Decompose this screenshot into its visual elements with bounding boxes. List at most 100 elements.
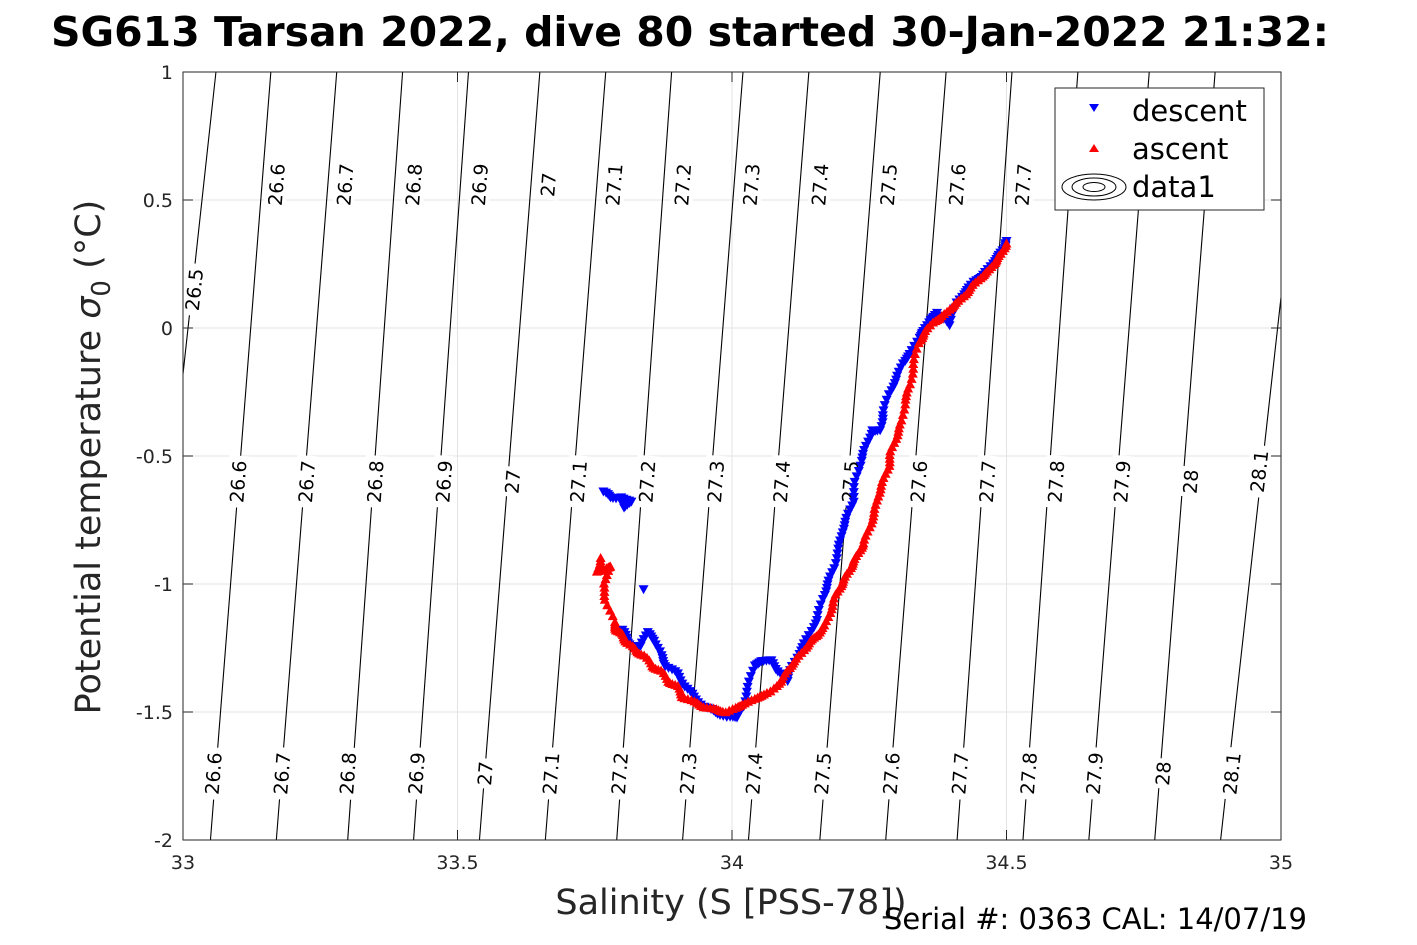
contour-label-bg <box>466 157 493 212</box>
contour-label-bg <box>702 454 729 509</box>
contour-label: 28 <box>1150 757 1176 790</box>
contour-label-text: 27.3 <box>676 752 701 796</box>
contour-label: 27.6 <box>905 454 932 509</box>
ascent-point <box>1001 238 1012 248</box>
contour-label-text: 27.7 <box>948 752 973 796</box>
contour-label-text: 27.8 <box>1044 460 1069 504</box>
contour-label-text: 26.9 <box>468 163 493 207</box>
contour-label: 26.8 <box>400 157 427 212</box>
contour-label-text: 27 <box>537 172 561 198</box>
contour-label-bg <box>1081 746 1108 801</box>
contour-label: 27.4 <box>768 454 795 509</box>
contour-label: 27.7 <box>1010 157 1036 212</box>
contour-label: 27.3 <box>702 454 729 509</box>
contour-label-bg <box>331 157 358 212</box>
contour-label: 26.8 <box>334 746 361 801</box>
descent-point <box>839 521 850 531</box>
contour-label-bg <box>1217 746 1246 801</box>
contour-label-text: 26.6 <box>265 163 290 207</box>
contour-label-bg <box>400 157 427 212</box>
ascent-point <box>900 399 911 409</box>
y-axis-label: Potential temperature σ0 (°C) <box>69 200 117 715</box>
contour-label: 26.7 <box>293 454 320 509</box>
contour-label: 26.9 <box>430 454 457 509</box>
ascent-point <box>909 349 920 359</box>
legend-descent-label: descent <box>1132 94 1247 128</box>
contour-label-bg <box>537 746 564 801</box>
y-tick-label: -1 <box>154 574 173 596</box>
descent-point <box>848 488 859 498</box>
contour-label-text: 27.2 <box>671 163 696 207</box>
ascent-point <box>906 373 917 383</box>
contour-label-bg <box>809 746 836 801</box>
contour-label: 26.6 <box>224 454 252 509</box>
contour-label-bg <box>768 454 795 509</box>
contour-label: 27.5 <box>809 746 836 801</box>
contour-label-bg <box>200 746 227 801</box>
legend-data1-label: data1 <box>1132 170 1216 204</box>
contour-label-text: 28 <box>1179 469 1203 495</box>
legend: descent ascent data1 <box>1054 87 1265 211</box>
contour-label-text: 26.5 <box>182 267 208 311</box>
contour-label: 26.8 <box>362 454 389 509</box>
contour-label-bg <box>1015 746 1042 801</box>
contour-label-text: 27.2 <box>608 752 633 796</box>
descent-point <box>857 453 868 463</box>
contour-label-text: 26.7 <box>295 460 320 504</box>
contour-label: 27.9 <box>1081 746 1108 801</box>
contour-label-bg <box>974 454 1001 509</box>
contour-label-bg <box>1150 757 1176 790</box>
ascent-point <box>908 363 919 373</box>
x-tick-label: 35 <box>1269 852 1293 874</box>
y-tick-label: -0.5 <box>136 446 173 468</box>
contour-label-text: 27.2 <box>635 460 660 504</box>
contour-label-bg <box>263 157 290 212</box>
contour-label-bg <box>738 157 765 212</box>
contour-label-bg <box>1108 454 1135 509</box>
contour-label: 26.5 <box>180 262 208 317</box>
contour-label-bg <box>1043 454 1069 509</box>
contour-label-bg <box>875 157 902 212</box>
descent-point <box>848 497 859 507</box>
ascent-series <box>591 238 1012 717</box>
chart-title: SG613 Tarsan 2022, dive 80 started 30-Ja… <box>51 8 1329 56</box>
contour-label-text: 26.9 <box>405 752 430 796</box>
contour-label-text: 28.1 <box>1247 449 1274 493</box>
descent-point <box>741 692 752 702</box>
contour-label: 28 <box>1178 465 1203 498</box>
ascent-point <box>908 354 919 364</box>
contour-label-text: 27.9 <box>1110 460 1135 504</box>
x-tick-label: 33.5 <box>436 852 478 874</box>
contour-label-bg <box>1245 444 1273 499</box>
contour-label-text: 27.3 <box>704 460 729 504</box>
legend-box <box>1054 87 1265 211</box>
legend-descent-marker <box>1089 104 1099 112</box>
legend-ascent-label: ascent <box>1132 132 1228 166</box>
contour-label-text: 28.1 <box>1219 751 1246 795</box>
contour-label: 28.1 <box>1245 444 1274 499</box>
contour-line <box>182 71 217 375</box>
contour-label-text: 27.1 <box>602 163 627 207</box>
contour-label-bg <box>600 157 627 212</box>
contour-label-bg <box>224 454 251 509</box>
contour-label-text: 27.1 <box>567 460 592 504</box>
contour-label-bg <box>944 157 971 212</box>
contour-label-bg <box>180 262 208 317</box>
contour-label-bg <box>535 168 561 201</box>
contour-label-text: 26.6 <box>202 752 227 796</box>
ascent-point <box>899 404 910 414</box>
descent-point <box>616 493 627 503</box>
legend-ascent-marker <box>1089 144 1099 152</box>
descent-point <box>944 321 955 331</box>
x-axis-label: Salinity (S [PSS-78]) <box>555 883 906 923</box>
x-tick-label: 33 <box>171 852 195 874</box>
contour-label-bg <box>472 757 498 790</box>
contour-label-text: 26.8 <box>402 163 427 207</box>
ascent-point <box>907 368 918 378</box>
descent-point <box>831 554 842 564</box>
descent-point <box>742 682 753 692</box>
contour-label-text: 27.4 <box>808 163 833 207</box>
y-axis-label-unit: (°C) <box>69 200 109 280</box>
descent-point <box>638 585 649 595</box>
contour-label: 27.7 <box>974 454 1001 509</box>
